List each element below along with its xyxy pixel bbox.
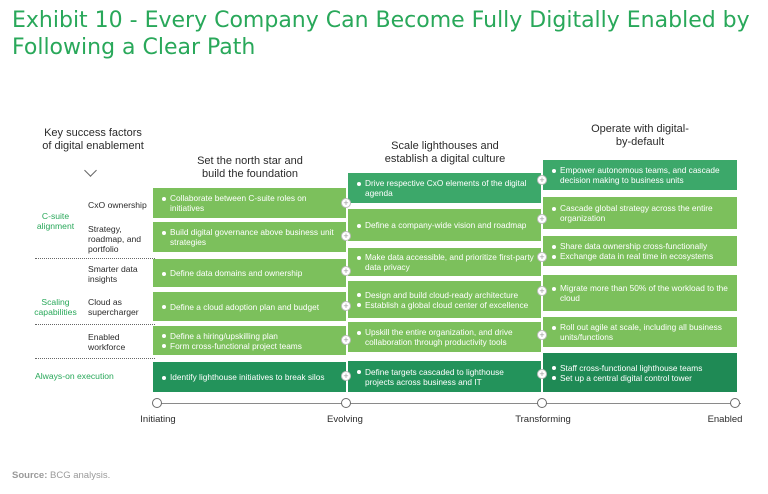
- col3-header: Operate with digital-by-default: [591, 123, 689, 148]
- divider: [35, 258, 155, 259]
- bullet-item: Set up a central digital control tower: [551, 373, 731, 383]
- bullet-item: Define a company-wide vision and roadmap: [356, 220, 535, 230]
- bullet-item: Define a cloud adoption plan and budget: [161, 302, 340, 312]
- plus-icon: +: [341, 335, 351, 345]
- col2-header: Scale lighthouses and establish a digita…: [384, 140, 506, 165]
- bullet-item: Design and build cloud-ready architectur…: [356, 290, 535, 300]
- group-label-always-on: Always-on execution: [35, 371, 114, 381]
- axis-tick: [341, 398, 351, 408]
- axis-label-evolving: Evolving: [327, 414, 363, 425]
- axis-tick: [152, 398, 162, 408]
- bullet-item: Share data ownership cross-functionally: [551, 241, 731, 251]
- bullet-item: Identify lighthouse initiatives to break…: [161, 372, 340, 382]
- group-label-c-suite: C-suite alignment: [36, 211, 75, 231]
- axis-tick: [730, 398, 740, 408]
- row-label-strategy: Strategy, roadmap, and portfolio: [88, 224, 142, 254]
- bullet-item: Migrate more than 50% of the workload to…: [551, 283, 731, 303]
- factors-header: Key success factors of digital enablemen…: [42, 127, 144, 152]
- col1-execution-box: Identify lighthouse initiatives to break…: [153, 362, 346, 392]
- col2-data-box: Make data accessible, and prioritize fir…: [348, 248, 541, 276]
- bullet-item: Roll out agile at scale, including all b…: [551, 322, 731, 342]
- bullet-item: Upskill the entire organization, and dri…: [356, 327, 535, 347]
- bullet-item: Form cross-functional project teams: [161, 341, 340, 351]
- plus-icon: +: [341, 198, 351, 208]
- plus-icon: +: [537, 369, 547, 379]
- plus-icon: +: [537, 214, 547, 224]
- col2-strategy-box: Define a company-wide vision and roadmap: [348, 209, 541, 241]
- axis-label-enabled: Enabled: [707, 414, 743, 425]
- page-title: Exhibit 10 - Every Company Can Become Fu…: [12, 8, 750, 60]
- bullet-item: Drive respective CxO elements of the dig…: [356, 178, 535, 198]
- row-label-cloud: Cloud as supercharger: [88, 297, 139, 317]
- bullet-item: Staff cross-functional lighthouse teams: [551, 363, 731, 373]
- col3-cloud-box: Migrate more than 50% of the workload to…: [543, 275, 737, 311]
- col2-execution-box: Define targets cascaded to lighthouse pr…: [348, 361, 541, 392]
- plus-icon: +: [341, 301, 351, 311]
- bullet-item: Make data accessible, and prioritize fir…: [356, 252, 535, 272]
- axis-label-initiating: Initiating: [140, 414, 176, 425]
- bullet-item: Define a hiring/upskilling plan: [161, 331, 340, 341]
- col1-strategy-box: Build digital governance above business …: [153, 222, 346, 252]
- source-label: Source:: [12, 470, 48, 481]
- group-label-scaling: Scaling capabilities: [34, 297, 77, 317]
- row-label-workforce: Enabled workforce: [88, 332, 126, 352]
- plus-icon: +: [341, 266, 351, 276]
- bullet-item: Empower autonomous teams, and cascade de…: [551, 165, 731, 185]
- col3-cxo-box: Empower autonomous teams, and cascade de…: [543, 160, 737, 190]
- axis-label-transforming: Transforming: [515, 414, 571, 425]
- col3-data-box: Share data ownership cross-functionally E…: [543, 236, 737, 266]
- bullet-item: Build digital governance above business …: [161, 227, 340, 247]
- col3-workforce-box: Roll out agile at scale, including all b…: [543, 317, 737, 347]
- row-label-cxo: CxO ownership: [88, 200, 147, 210]
- col3-execution-box: Staff cross-functional lighthouse teams S…: [543, 353, 737, 392]
- col3-strategy-box: Cascade global strategy across the entir…: [543, 197, 737, 229]
- plus-icon: +: [537, 252, 547, 262]
- chevron-down-icon: [84, 164, 97, 177]
- row-label-data: Smarter data insights: [88, 264, 138, 284]
- plus-icon: +: [341, 231, 351, 241]
- col1-workforce-box: Define a hiring/upskilling plan Form cros…: [153, 326, 346, 355]
- bullet-item: Define data domains and ownership: [161, 268, 340, 278]
- source-note: Source: BCG analysis.: [12, 470, 110, 481]
- bullet-item: Establish a global cloud center of excel…: [356, 300, 535, 310]
- progress-axis-line: [157, 403, 741, 404]
- col2-workforce-box: Upskill the entire organization, and dri…: [348, 322, 541, 352]
- divider: [35, 324, 155, 325]
- plus-icon: +: [537, 286, 547, 296]
- bullet-item: Cascade global strategy across the entir…: [551, 203, 731, 223]
- plus-icon: +: [341, 371, 351, 381]
- bullet-item: Collaborate between C-suite roles on ini…: [161, 193, 340, 213]
- col1-header: Set the north star and build the foundat…: [197, 155, 303, 180]
- axis-tick: [537, 398, 547, 408]
- bullet-item: Exchange data in real time in ecosystems: [551, 251, 731, 261]
- divider: [35, 358, 155, 359]
- col1-cxo-box: Collaborate between C-suite roles on ini…: [153, 188, 346, 218]
- col2-cloud-box: Design and build cloud-ready architectur…: [348, 281, 541, 318]
- source-text: BCG analysis.: [50, 470, 111, 481]
- col1-cloud-box: Define a cloud adoption plan and budget: [153, 292, 346, 321]
- col2-cxo-box: Drive respective CxO elements of the dig…: [348, 173, 541, 203]
- bullet-item: Define targets cascaded to lighthouse pr…: [356, 367, 535, 387]
- col1-data-box: Define data domains and ownership: [153, 259, 346, 287]
- plus-icon: +: [537, 175, 547, 185]
- plus-icon: +: [537, 330, 547, 340]
